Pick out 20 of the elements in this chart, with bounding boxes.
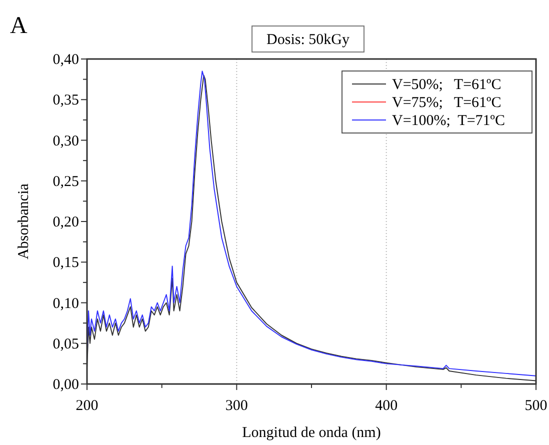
x-tick-label: 500 [524,398,548,414]
y-axis-title: Absorbancia [16,183,32,260]
legend-label: V=50%; T=61ºC [392,77,502,93]
x-tick-label: 200 [76,398,98,414]
y-tick-label: 0,20 [52,214,79,230]
x-tick-label: 300 [225,398,248,414]
legend-label: V=75%; T=61ºC [392,95,502,111]
x-axis-title: Longitud de onda (nm) [242,425,381,441]
x-tick-label: 400 [375,398,398,414]
chart-title: Dosis: 50kGy [266,32,350,48]
y-tick-label: 0,05 [52,336,79,352]
legend-label: V=100%; T=71ºC [392,113,505,129]
y-tick-label: 0,00 [52,377,79,393]
y-tick-label: 0,40 [52,52,79,68]
y-tick-label: 0,15 [52,255,79,272]
y-tick-label: 0,30 [52,133,79,150]
y-tick-label: 0,25 [52,174,79,190]
text: A [10,13,28,39]
y-tick-label: 0,10 [52,296,79,312]
y-tick-label: 0,35 [52,92,79,109]
